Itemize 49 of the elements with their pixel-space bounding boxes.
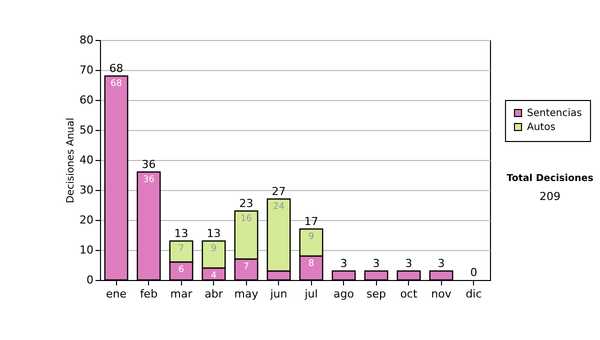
total-label: 3 [438,257,445,270]
y-tick-label: 70 [80,64,94,76]
x-tick-label: sep [366,288,386,300]
data-label: 4 [210,271,217,281]
text: Total Decisiones [506,173,594,184]
total-label: 23 [239,197,254,210]
y-tick-label: 10 [80,244,94,256]
data-label: 8 [308,259,314,269]
x-tick-label: may [234,288,259,300]
y-tick-label: 0 [86,274,94,286]
x-tick-label: oct [400,288,418,300]
data-label: 6 [178,265,184,275]
total-label: 13 [206,227,221,240]
y-tick-label: 80 [80,34,94,46]
x-tick-label: abr [204,288,224,300]
text: 209 [540,190,560,203]
legend-label: Sentencias [527,108,582,119]
data-label: 9 [210,244,217,254]
x-tick-label: jul [304,288,318,300]
x-tick-label: ene [106,288,127,300]
y-tick-label: 40 [80,154,94,166]
legend-label: Autos [527,122,556,133]
x-tick-label: dic [466,288,482,300]
y-tick-label: 20 [80,214,94,226]
total-label: 3 [340,257,348,270]
x-tick-label: mar [170,288,193,300]
total-label: 17 [304,215,318,228]
data-label: 7 [243,262,250,272]
total-label: 27 [272,185,286,198]
total-label: 36 [142,158,156,171]
total-label: 13 [174,227,188,240]
data-label: 24 [273,202,285,212]
x-tick-label: feb [140,288,158,300]
y-tick-label: 50 [80,124,94,136]
data-label: 7 [178,244,184,254]
data-label: 9 [308,232,314,242]
y-tick-label: 60 [80,94,94,106]
data-label: 36 [143,175,155,185]
data-label: 16 [240,214,252,224]
total-label: 3 [372,257,380,270]
y-tick-label: 30 [80,184,94,196]
x-tick-label: jun [269,288,288,300]
total-label: 68 [109,62,124,75]
total-label: 3 [405,257,412,270]
x-tick-label: ago [334,288,354,300]
total-label: 0 [470,266,478,279]
x-tick-label: nov [431,288,452,300]
y-axis-title: Decisiones Anual [66,118,77,204]
data-label: 68 [110,79,122,89]
